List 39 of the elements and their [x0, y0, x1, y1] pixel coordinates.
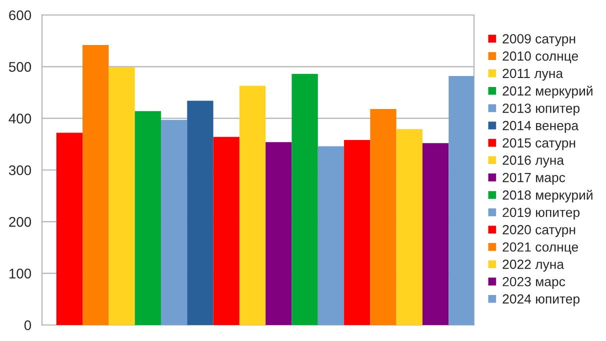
bar	[187, 100, 214, 325]
legend-label: 2011 луна	[502, 68, 564, 81]
y-tick-label: 0	[24, 320, 32, 330]
bar	[134, 111, 161, 325]
bar	[422, 143, 449, 325]
bar	[318, 146, 344, 325]
bar	[266, 142, 292, 325]
legend-label: 2021 солнце	[502, 242, 578, 254]
bar	[344, 140, 370, 325]
bar	[396, 129, 422, 325]
y-tick-label: 600	[9, 10, 32, 20]
legend-label: 2022 луна	[502, 260, 564, 272]
legend-label: 2017 марс	[502, 172, 566, 185]
bar	[292, 74, 318, 325]
bar	[370, 109, 396, 325]
y-tick-label: 200	[9, 217, 32, 227]
bar	[448, 76, 474, 325]
bar	[82, 44, 109, 325]
bar	[108, 67, 135, 325]
bar	[160, 120, 188, 325]
legend-label: 2012 меркурий	[502, 86, 592, 98]
legend-label: 2015 сатурн	[502, 138, 576, 150]
legend-label: 2020 сатурн	[502, 225, 576, 237]
bar	[239, 86, 266, 325]
y-tick-label: 500	[8, 62, 32, 72]
legend-label: 2024 юпитер	[502, 294, 580, 306]
legend-label: 2009 сатурн	[502, 34, 576, 46]
bar	[213, 136, 240, 325]
legend-label: 2014 венера	[502, 120, 579, 133]
y-tick-label: 100	[9, 268, 32, 279]
legend-label: 2023 марс	[502, 276, 566, 289]
legend-label: 2010 солнце	[502, 51, 578, 64]
legend-label: 2019 юпитер	[502, 208, 580, 220]
legend-label: 2018 меркурий	[502, 190, 592, 202]
legend-label: 2016 луна	[502, 156, 564, 168]
y-tick-label: 300	[8, 165, 32, 176]
bar	[56, 132, 83, 325]
y-tick-label: 400	[8, 114, 32, 124]
legend-label: 2013 юпитер	[502, 104, 580, 116]
